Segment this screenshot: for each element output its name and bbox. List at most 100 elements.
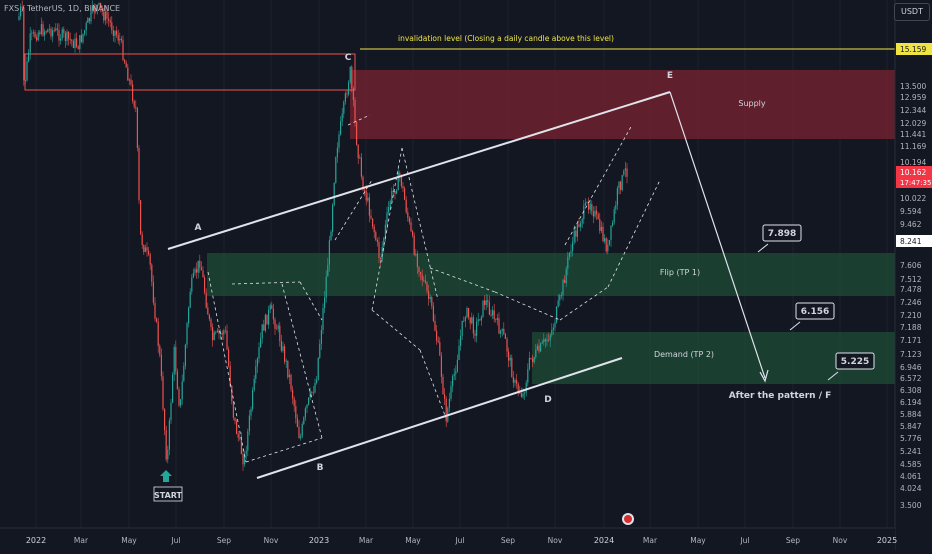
candle [240, 437, 242, 454]
candle [141, 234, 143, 245]
candle [399, 172, 401, 176]
candle [68, 31, 70, 39]
candle [597, 214, 599, 220]
candle [92, 5, 94, 11]
candle [116, 30, 118, 36]
candle [189, 291, 191, 308]
candle [487, 300, 489, 303]
candle [370, 215, 372, 219]
candle [330, 231, 332, 241]
time-axis-label: Nov [264, 536, 279, 545]
candle [346, 93, 348, 95]
candle [605, 238, 607, 252]
candle [602, 226, 604, 242]
candle [468, 307, 470, 318]
candle [183, 365, 185, 382]
candle [559, 295, 561, 301]
candle [466, 307, 468, 318]
candle [60, 38, 62, 41]
candle [272, 308, 274, 320]
candle [32, 32, 34, 34]
candle [349, 66, 351, 83]
candle [231, 385, 233, 402]
price-axis-label: 7.171 [900, 336, 922, 345]
candle [317, 357, 319, 380]
candle [517, 383, 519, 391]
candle [303, 417, 305, 425]
candle [280, 341, 282, 351]
pattern-dashed-line [299, 281, 323, 321]
candle [156, 318, 158, 322]
time-axis-label: Sep [786, 536, 800, 545]
candle [402, 186, 404, 189]
candle [256, 358, 258, 367]
candle [506, 338, 508, 352]
price-axis-label: 5.884 [900, 410, 922, 419]
candle [463, 320, 465, 322]
candle [551, 329, 553, 336]
price-axis-label: 7.123 [900, 350, 922, 359]
wave-label-c: C [345, 53, 352, 63]
pattern-dashed-line [281, 283, 323, 439]
candle [135, 106, 137, 108]
candle [215, 332, 217, 333]
candle [191, 277, 193, 292]
candle [362, 176, 364, 190]
price-tag [896, 235, 932, 247]
upper-channel-line [167, 91, 671, 250]
candle [516, 380, 518, 384]
candle [154, 302, 156, 319]
candle [445, 398, 447, 422]
candle [66, 31, 68, 42]
exchange-logo-inner [624, 515, 632, 523]
time-axis-label: 2023 [309, 536, 329, 545]
candle [314, 383, 316, 393]
time-axis-label: Mar [643, 536, 658, 545]
candle [616, 188, 618, 206]
candle [327, 264, 329, 277]
candle [301, 424, 303, 437]
candle [114, 30, 116, 36]
candle [250, 409, 252, 416]
price-axis-label: 7.188 [900, 323, 922, 332]
candle [140, 200, 142, 235]
candle [170, 402, 172, 421]
candle [415, 253, 417, 255]
candle [274, 319, 276, 329]
candle [320, 330, 322, 344]
candle [290, 374, 292, 390]
candle [242, 453, 244, 465]
candle [496, 317, 498, 320]
candle [136, 107, 138, 148]
currency-button[interactable]: USDT [894, 3, 930, 21]
candle [173, 346, 175, 375]
candle [71, 39, 73, 41]
candle [557, 300, 559, 307]
target-arrow [827, 371, 839, 381]
candle [151, 264, 153, 282]
time-axis-label: 2022 [26, 536, 46, 545]
candle [234, 417, 236, 422]
candle [263, 324, 265, 331]
candle [80, 35, 82, 43]
price-axis-label: 6.572 [900, 374, 922, 383]
candle [588, 202, 590, 210]
candle [484, 300, 486, 305]
candle [125, 62, 127, 68]
price-axis-label: 7.210 [900, 311, 922, 320]
candle [460, 335, 462, 347]
candle [239, 437, 241, 439]
candle [167, 449, 169, 460]
candle [368, 197, 370, 216]
time-axis-label: Nov [833, 536, 848, 545]
candle [144, 247, 146, 253]
candle [396, 190, 398, 194]
candle [162, 376, 164, 410]
candle [207, 307, 209, 315]
candle [440, 355, 442, 377]
candle [197, 260, 199, 273]
candle [583, 205, 585, 220]
candle [77, 46, 79, 50]
